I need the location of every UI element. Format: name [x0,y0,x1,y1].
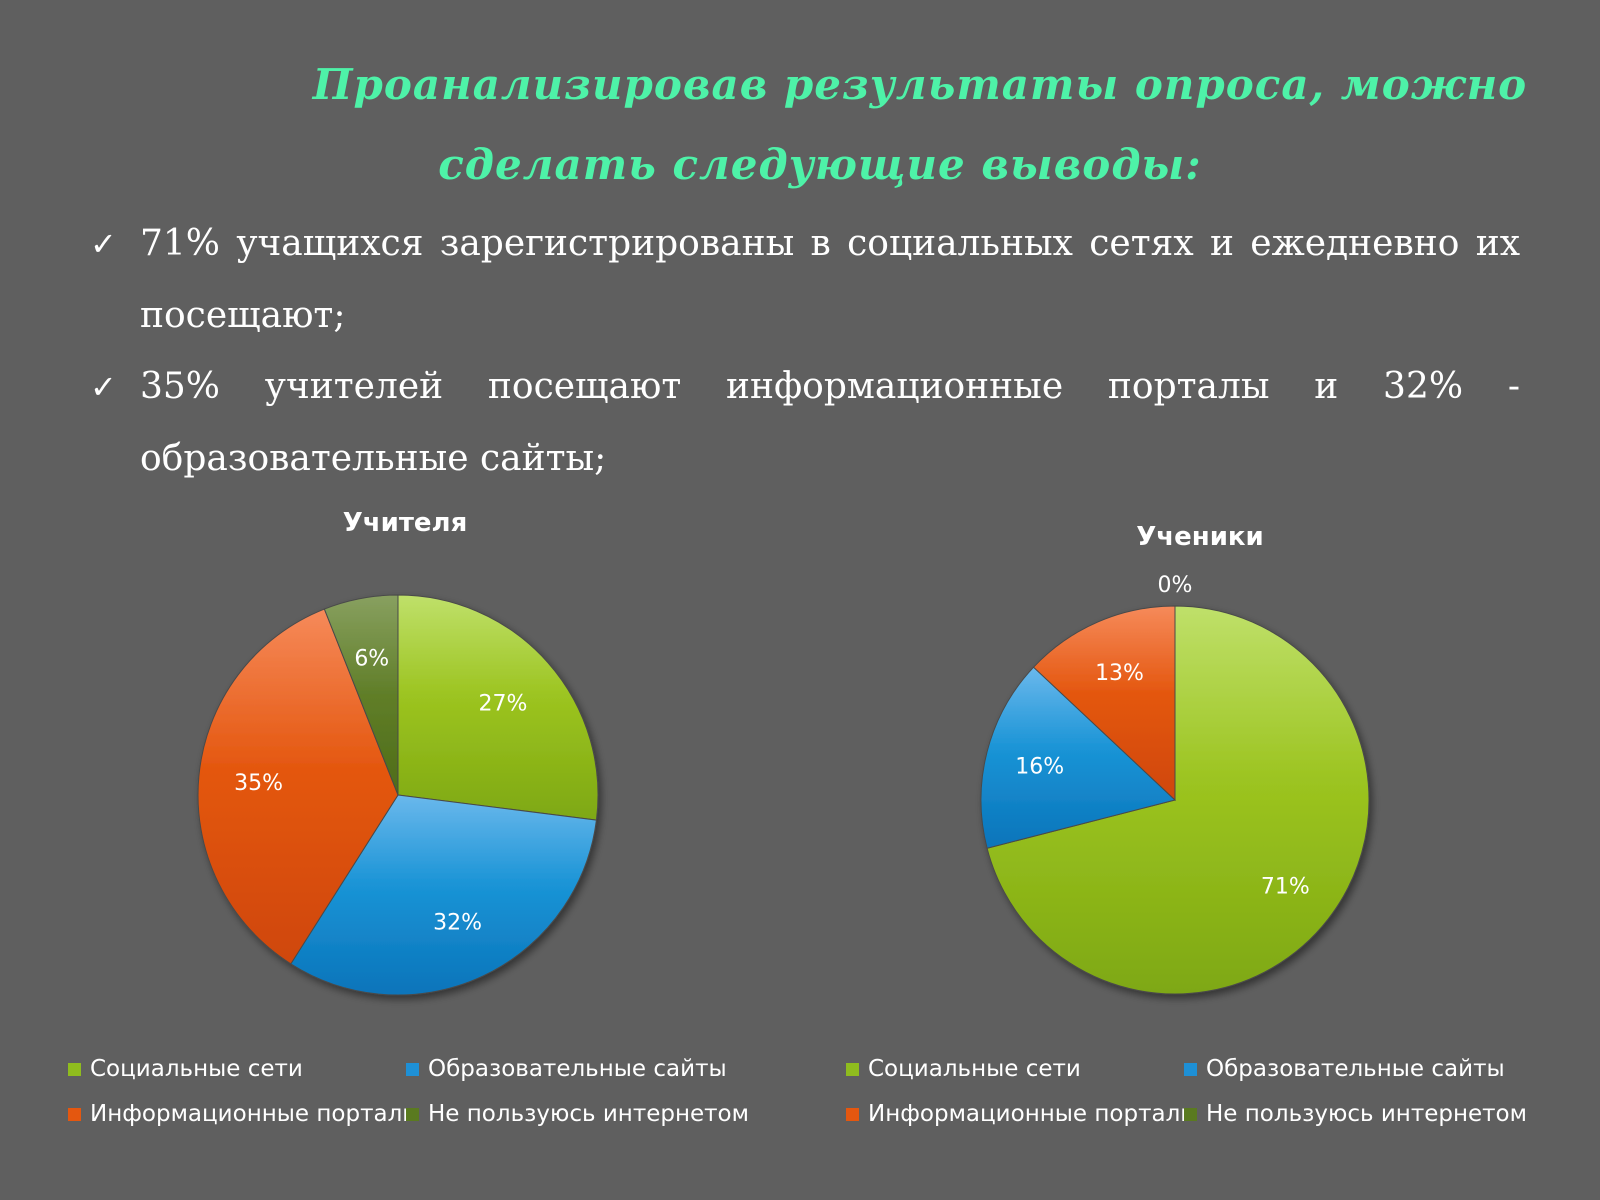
check-icon: ✓ [90,368,117,406]
legend-item-social: Социальные сети [846,1056,1081,1082]
legend-label: Не пользуюсь интернетом [1206,1101,1527,1127]
bullet-text: 35% учителей посещают информационные пор… [140,366,1520,479]
pie-slice-educational [980,666,1177,849]
legend-swatch [406,1062,419,1076]
bullet-item: ✓ 35% учителей посещают информационные п… [90,351,1520,495]
data-label-educational: 16% [1015,754,1064,779]
pie-teachers [197,594,599,996]
data-label-social: 71% [1261,875,1310,900]
pie-slice-no-internet [323,594,399,796]
data-label-no-internet: 0% [1158,573,1193,598]
bullet-text: 71% учащихся зарегистрированы в социальн… [140,223,1520,336]
legend-label: Не пользуюсь интернетом [428,1101,749,1127]
pie-students [980,605,1370,995]
chart-title-teachers: Учителя [342,508,468,538]
data-label-educational: 32% [433,911,482,936]
pie-slice-portals [197,608,399,965]
legend-swatch [68,1062,81,1076]
data-label-no-internet: 6% [354,646,389,671]
legend-swatch [406,1107,419,1121]
legend-item-portals: Информационные порталы [68,1101,420,1127]
pie-slice-portals [1032,605,1176,802]
pie-slice-social [397,594,599,821]
legend-item-no-internet: Не пользуюсь интернетом [1184,1101,1527,1127]
legend-label: Образовательные сайты [428,1056,727,1082]
data-label-portals: 13% [1095,661,1144,686]
bullet-item: ✓ 71% учащихся зарегистрированы в социал… [90,208,1520,352]
check-icon: ✓ [90,225,117,263]
legend-item-portals: Информационные порталы [846,1101,1198,1127]
slide-title-line-2: сделать следующие выводы: [438,140,1202,189]
pie-slice-social [986,605,1370,995]
legend-item-educational: Образовательные сайты [406,1056,727,1082]
legend-label: Социальные сети [868,1056,1081,1082]
legend-label: Информационные порталы [90,1101,421,1127]
legend-swatch [846,1107,859,1121]
data-label-portals: 35% [234,771,283,796]
pie-slice-educational [290,794,597,996]
data-label-social: 27% [479,691,528,716]
legend-item-no-internet: Не пользуюсь интернетом [406,1101,749,1127]
legend-swatch [68,1107,81,1121]
legend-label: Образовательные сайты [1206,1056,1505,1082]
legend-label: Информационные порталы [868,1101,1199,1127]
slide-title-line-1: Проанализировав результаты опроса, можно [312,60,1528,109]
legend-item-social: Социальные сети [68,1056,303,1082]
chart-title-students: Ученики [1136,522,1264,552]
legend-swatch [846,1062,859,1076]
legend-swatch [1184,1062,1197,1076]
legend-item-educational: Образовательные сайты [1184,1056,1505,1082]
legend-label: Социальные сети [90,1056,303,1082]
legend-swatch [1184,1107,1197,1121]
